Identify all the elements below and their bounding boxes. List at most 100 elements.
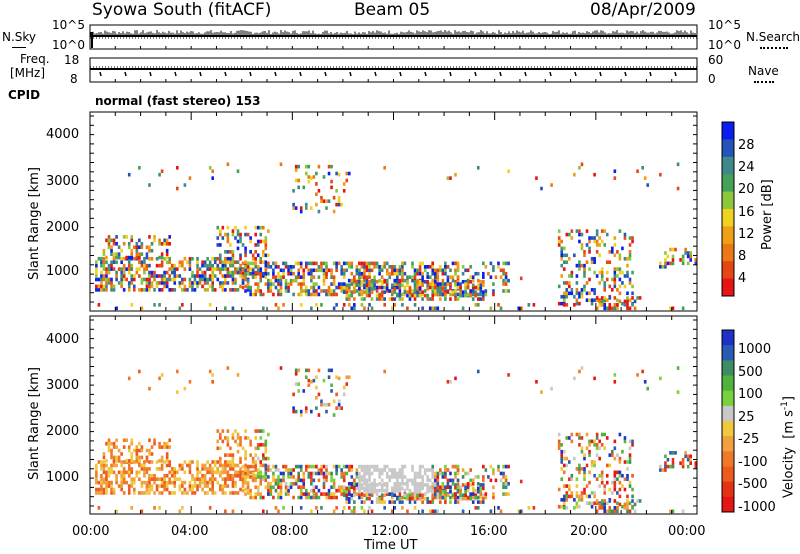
velocity-cell — [393, 493, 397, 498]
velocity-cell — [368, 486, 371, 491]
velocity-cell — [578, 504, 581, 509]
power-cell — [322, 268, 326, 273]
nsearch-label: N.Search — [746, 30, 800, 44]
power-cell — [441, 268, 445, 273]
velocity-cell — [100, 484, 103, 488]
velocity-cell — [287, 468, 290, 472]
power-cell — [626, 303, 629, 307]
power-cell — [297, 282, 300, 286]
power-cell — [249, 285, 252, 290]
velocity-cell — [191, 460, 194, 464]
power-cell — [249, 292, 252, 297]
power-cell — [557, 243, 561, 247]
power-cell — [444, 292, 447, 297]
velocity-cell — [251, 471, 255, 476]
velocity-cell — [340, 475, 343, 479]
power-cell — [221, 225, 225, 230]
velocity-cell — [337, 464, 341, 469]
velocity-cell — [224, 463, 227, 468]
power-cell — [618, 253, 622, 258]
power-cell — [325, 292, 328, 297]
velocity-cell — [593, 501, 596, 506]
velocity-cell — [226, 429, 230, 433]
velocity-cell — [150, 452, 154, 456]
velocity-cell — [504, 481, 508, 486]
velocity-cell — [383, 488, 386, 493]
power-cell — [358, 283, 361, 288]
freq-label: Freq. — [20, 52, 50, 66]
power-cell — [375, 261, 379, 266]
velocity-cell — [259, 478, 263, 483]
velocity-cell — [451, 481, 455, 486]
power-cell — [504, 289, 508, 293]
power-cell — [613, 281, 617, 285]
power-cell — [158, 172, 161, 177]
power-cell — [605, 277, 609, 282]
velocity-cell — [274, 506, 278, 510]
velocity-cell — [479, 490, 483, 494]
power-cell — [385, 268, 389, 273]
velocity-cell — [353, 478, 356, 483]
velocity-cell — [360, 506, 364, 510]
velocity-cell — [256, 468, 260, 472]
power-cell — [145, 288, 149, 292]
power-cell — [173, 270, 177, 275]
velocity-cell — [507, 481, 510, 486]
power-cell — [208, 284, 212, 289]
velocity-cell — [335, 392, 338, 397]
velocity-cell — [378, 481, 381, 486]
velocity-cell — [446, 481, 450, 486]
power-cell — [365, 268, 369, 273]
velocity-cell — [418, 471, 422, 476]
power-cell — [439, 268, 442, 273]
power-cell — [603, 296, 607, 300]
velocity-cell — [578, 494, 581, 499]
power-cell — [335, 171, 338, 176]
velocity-cell — [327, 368, 331, 373]
power-cell — [590, 301, 594, 306]
velocity-cell — [471, 500, 475, 504]
power-cell — [112, 252, 116, 256]
velocity-cell — [203, 467, 207, 471]
velocity-cell — [449, 490, 452, 494]
velocity-cell — [431, 490, 435, 494]
power-cell — [613, 176, 617, 180]
power-cell — [406, 290, 409, 294]
velocity-ytick: 4000 — [46, 332, 80, 347]
velocity-cell — [122, 473, 126, 478]
power-cell — [196, 260, 199, 265]
velocity-cell — [479, 495, 483, 500]
velocity-cell — [358, 490, 361, 494]
power-cell — [150, 241, 154, 246]
velocity-cell — [292, 481, 295, 486]
power-cell — [310, 271, 313, 276]
velocity-cell — [130, 506, 134, 510]
power-cell — [267, 229, 270, 233]
velocity-cell — [310, 481, 313, 486]
velocity-cell — [585, 494, 589, 499]
velocity-cell — [170, 480, 174, 485]
velocity-cell — [130, 480, 134, 485]
power-cell — [188, 256, 192, 261]
velocity-cell — [406, 483, 409, 487]
velocity-cell — [287, 475, 290, 479]
power-cell — [345, 171, 349, 176]
velocity-cell — [365, 493, 369, 498]
power-cell — [112, 241, 116, 246]
power-cell — [140, 241, 144, 246]
freq-dip-mark — [174, 71, 177, 77]
velocity-cell — [183, 487, 187, 492]
velocity-cell — [135, 452, 139, 456]
power-cell — [297, 275, 300, 279]
velocity-cell — [595, 509, 599, 514]
power-cell — [436, 289, 440, 293]
velocity-cell — [208, 467, 212, 471]
velocity-cell — [628, 456, 632, 461]
power-cell — [234, 277, 237, 282]
velocity-cell — [125, 438, 129, 443]
velocity-cell — [330, 368, 333, 373]
velocity-cell — [426, 490, 429, 494]
power-cell — [206, 256, 209, 261]
velocity-cbar-tick: 500 — [738, 365, 763, 380]
power-cell — [110, 284, 113, 289]
